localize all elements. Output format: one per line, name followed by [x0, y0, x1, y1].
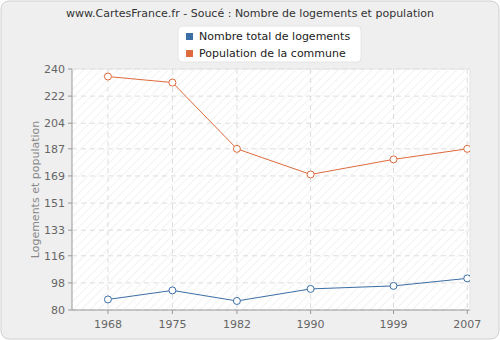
- grid-line: [72, 175, 470, 176]
- frame: [470, 69, 471, 310]
- tick-label: 151: [44, 197, 65, 210]
- legend-label: Population de la commune: [199, 47, 346, 60]
- tick: [467, 310, 468, 314]
- point: [307, 171, 314, 178]
- tick: [393, 310, 394, 314]
- grid-line: [172, 69, 173, 310]
- legend: Nombre total de logements Population de l…: [178, 26, 361, 62]
- series-line: [108, 77, 467, 175]
- title: www.CartesFrance.fr - Soucé : Nombre de …: [66, 7, 434, 20]
- grid-line: [310, 69, 311, 310]
- grid-line: [72, 69, 470, 70]
- grid-line: [72, 96, 470, 97]
- point: [307, 285, 314, 292]
- grid-line: [72, 123, 470, 124]
- tick-label: 204: [44, 117, 65, 130]
- tick-label: 1990: [297, 318, 325, 331]
- x-axis: [72, 310, 470, 311]
- point: [104, 296, 111, 303]
- point: [169, 79, 176, 86]
- point: [169, 287, 176, 294]
- axis-label: Logements et population: [29, 121, 42, 259]
- background: [1, 1, 499, 339]
- tick: [68, 282, 72, 283]
- grid-line: [72, 282, 470, 283]
- legend-label: Nombre total de logements: [199, 30, 350, 43]
- chart-root: 80 98 116 133 151 169 187 204 222 240 1968 1975 1982…: [0, 0, 500, 340]
- point: [390, 282, 397, 289]
- tick: [68, 230, 72, 231]
- point: [464, 145, 470, 152]
- tick-label: 1968: [94, 318, 122, 331]
- tick: [68, 310, 72, 311]
- grid-line: [72, 230, 470, 231]
- legend-swatch: [186, 33, 193, 40]
- point: [233, 145, 240, 152]
- point: [104, 73, 111, 80]
- tick: [310, 310, 311, 314]
- point: [390, 156, 397, 163]
- tick-label: 116: [44, 250, 65, 263]
- tick: [68, 203, 72, 204]
- grid-line: [72, 148, 470, 149]
- grid-line: [393, 69, 394, 310]
- tick-label: 1982: [223, 318, 251, 331]
- tick: [68, 175, 72, 176]
- tick-label: 1999: [380, 318, 408, 331]
- tick-label: 240: [44, 63, 65, 76]
- series-line: [108, 278, 467, 301]
- grid-line: [72, 203, 470, 204]
- tick: [68, 96, 72, 97]
- tick-label: 98: [51, 277, 65, 290]
- tick-label: 133: [44, 224, 65, 237]
- frame: [72, 69, 470, 70]
- tick-label: 2007: [453, 318, 481, 331]
- grid-line: [236, 69, 237, 310]
- tick: [172, 310, 173, 314]
- grid-line: [107, 69, 108, 310]
- grid-line: [72, 310, 470, 311]
- y-axis: [72, 69, 73, 310]
- grid-line: [467, 69, 468, 310]
- tick: [68, 123, 72, 124]
- chart: 80 98 116 133 151 169 187 204 222 240 1968 1975 1982…: [0, 0, 500, 340]
- tick-label: 187: [44, 143, 65, 156]
- point: [233, 297, 240, 304]
- tick: [68, 255, 72, 256]
- tick: [107, 310, 108, 314]
- tick: [68, 69, 72, 70]
- legend-box: [178, 26, 361, 62]
- tick-label: 80: [51, 304, 65, 317]
- tick-label: 169: [44, 170, 65, 183]
- series-group: [104, 73, 470, 304]
- legend-swatch: [186, 50, 193, 57]
- point: [464, 275, 470, 282]
- tick-label: 1975: [158, 318, 186, 331]
- tick: [236, 310, 237, 314]
- tick-label: 222: [44, 90, 65, 103]
- tick: [68, 148, 72, 149]
- plot-area: [72, 69, 470, 310]
- grid-line: [72, 255, 470, 256]
